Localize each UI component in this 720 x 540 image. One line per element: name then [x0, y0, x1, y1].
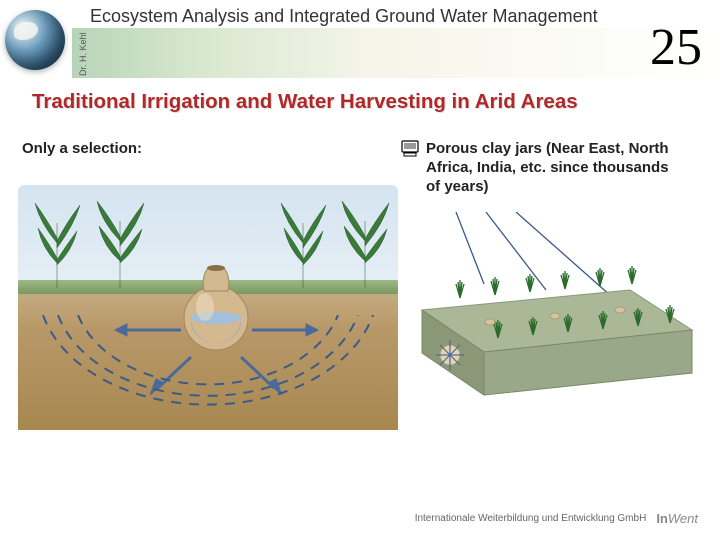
plant: [338, 193, 393, 288]
plant: [276, 193, 331, 288]
globe-icon: [5, 10, 65, 70]
header-gradient: [72, 28, 720, 78]
slide-header: Ecosystem Analysis and Integrated Ground…: [0, 0, 720, 80]
footer: Internationale Weiterbildung und Entwick…: [415, 511, 698, 526]
moisture-arcs: [38, 315, 378, 435]
footer-logo: InWent: [656, 511, 698, 526]
slide-number: 25: [650, 18, 702, 77]
cross-section-diagram: [18, 185, 398, 435]
header-title: Ecosystem Analysis and Integrated Ground…: [90, 6, 598, 27]
selection-label: Only a selection:: [22, 140, 142, 157]
isometric-bed-diagram: [410, 240, 700, 420]
bullet-item: Porous clay jars (Near East, North Afric…: [400, 140, 680, 196]
section-title: Traditional Irrigation and Water Harvest…: [32, 90, 578, 114]
footer-text: Internationale Weiterbildung und Entwick…: [415, 513, 647, 524]
plant: [30, 193, 85, 288]
author-label: Dr. H. Kehl: [78, 32, 88, 76]
bullet-text: Porous clay jars (Near East, North Afric…: [426, 140, 680, 196]
computer-icon: [400, 140, 420, 196]
plant: [93, 193, 148, 288]
